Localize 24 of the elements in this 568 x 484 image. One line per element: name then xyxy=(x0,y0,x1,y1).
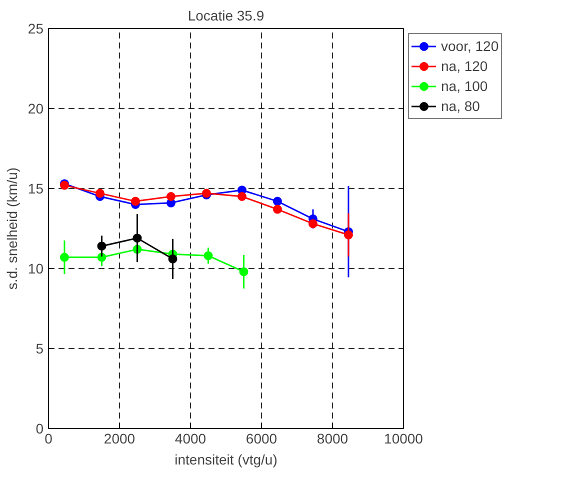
x-tick-label: 8000 xyxy=(316,430,348,446)
y-tick-label: 20 xyxy=(28,100,44,116)
legend-label: na, 120 xyxy=(441,58,488,74)
point xyxy=(272,204,282,214)
point xyxy=(95,188,104,198)
x-tick-label: 10000 xyxy=(384,430,424,446)
y-axis-title: s.d. snelheid (km/u) xyxy=(4,167,20,290)
y-tick-label: 5 xyxy=(36,340,44,356)
x-tick-label: 6000 xyxy=(246,430,278,446)
legend-label: na, 80 xyxy=(441,98,480,114)
point xyxy=(237,192,246,201)
y-tick-label: 10 xyxy=(28,260,44,276)
x-axis-title: intensiteit (vtg/u) xyxy=(174,452,278,468)
point xyxy=(130,196,140,206)
x-tick-label: 4000 xyxy=(174,430,206,446)
point xyxy=(272,196,282,206)
y-tick-label: 0 xyxy=(36,420,44,436)
legend-label: na, 100 xyxy=(441,78,488,94)
y-tick-label: 25 xyxy=(28,20,44,36)
x-tick-label: 2000 xyxy=(104,430,136,446)
legend-label: voor, 120 xyxy=(441,38,499,54)
chart-title: Locatie 35.9 xyxy=(188,8,264,24)
point xyxy=(166,192,176,201)
y-tick-label: 15 xyxy=(28,180,44,196)
